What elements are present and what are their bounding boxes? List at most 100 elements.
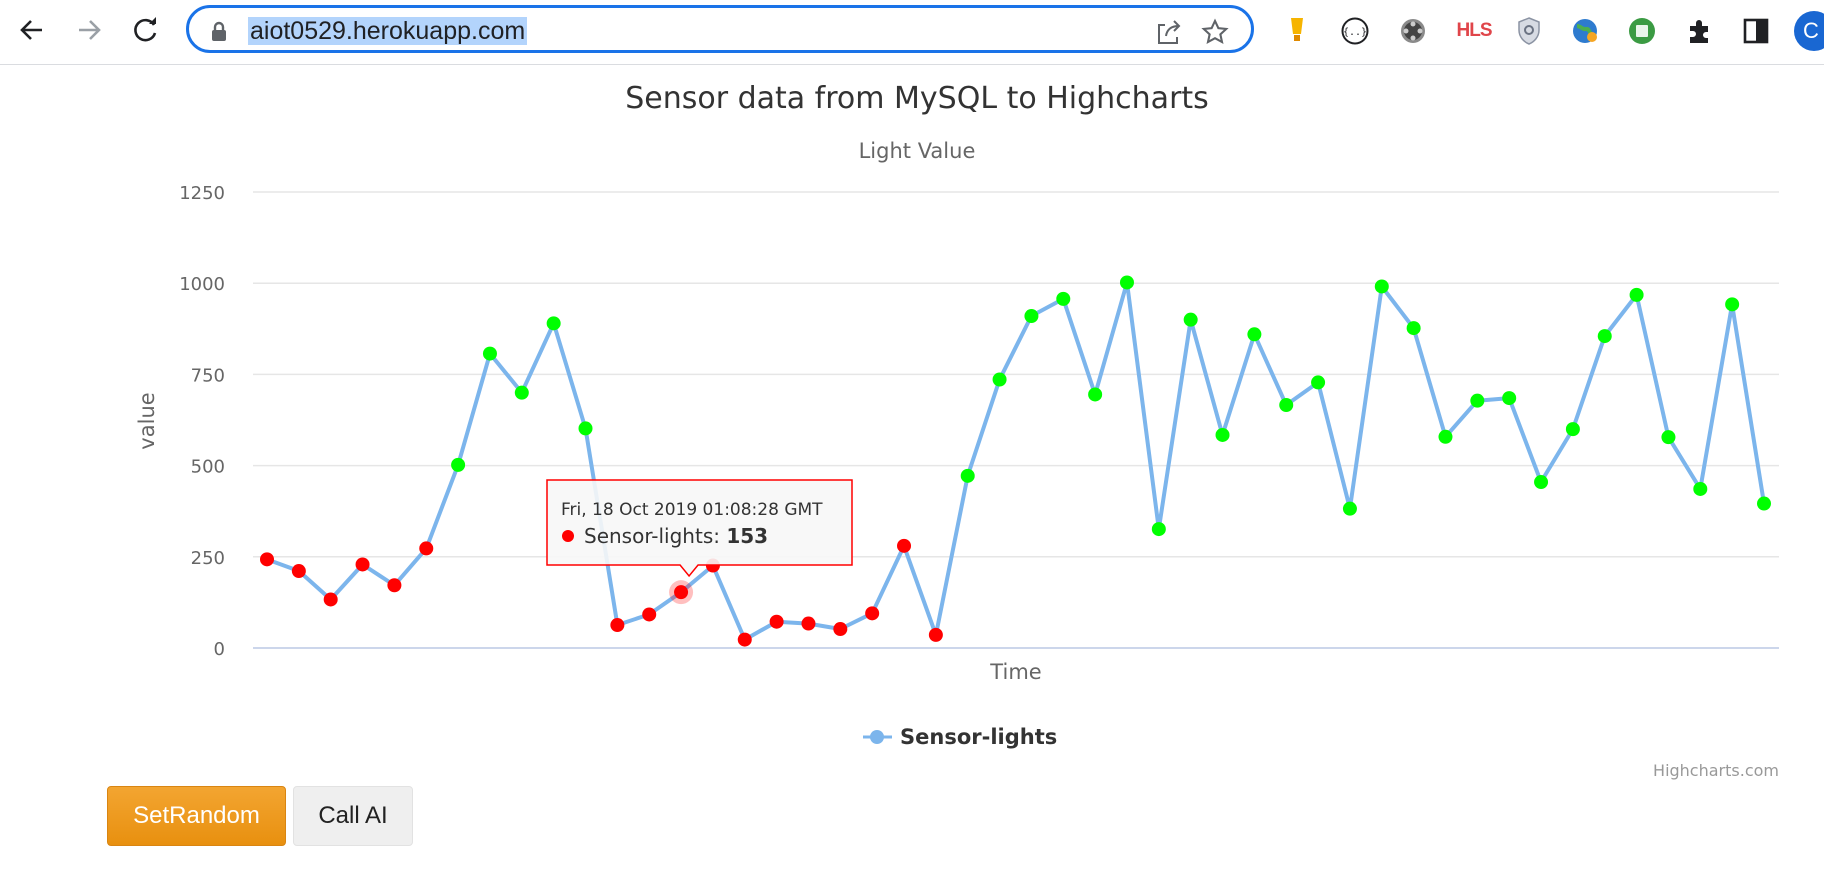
data-point (610, 618, 625, 633)
data-point (642, 607, 657, 622)
tooltip-box (546, 479, 853, 578)
film-extension-icon[interactable] (1396, 14, 1430, 48)
share-icon[interactable] (1152, 16, 1184, 48)
data-point (1629, 287, 1644, 302)
data-point (992, 372, 1007, 387)
forward-button[interactable] (69, 10, 109, 50)
data-point (419, 541, 434, 556)
data-point (1119, 275, 1134, 290)
series-group (260, 275, 1771, 647)
y-tick-label: 0 (214, 639, 225, 660)
credits-link[interactable]: Highcharts.com (1653, 761, 1779, 780)
y-axis-title: value (135, 392, 159, 449)
data-point (578, 421, 593, 436)
tooltip-date: Fri, 18 Oct 2019 01:08:28 GMT (561, 500, 823, 520)
highcharts-container: Sensor data from MySQL to Highcharts Lig… (0, 64, 1824, 784)
y-tick-label: 750 (191, 365, 225, 386)
profile-initial: C (1803, 18, 1819, 43)
green-extension-icon[interactable] (1625, 14, 1659, 48)
data-point (451, 457, 466, 472)
data-point (514, 385, 529, 400)
data-point (1693, 481, 1708, 496)
data-point (1661, 430, 1676, 445)
x-axis-title: Time (989, 660, 1041, 684)
address-bar[interactable]: aiot0529.herokuapp.com (186, 5, 1254, 53)
data-point (833, 622, 848, 637)
line-chart: Sensor data from MySQL to Highcharts Lig… (135, 81, 1779, 780)
y-tick-label: 500 (191, 457, 225, 478)
tooltip-series: Sensor-lights: 153 (584, 524, 768, 548)
data-point (1183, 312, 1198, 327)
y-axis-ticks: 0 250 500 750 1000 1250 (179, 183, 225, 660)
data-point (1151, 522, 1166, 537)
grid-lines (253, 191, 1779, 649)
data-point (1406, 321, 1421, 336)
data-point (1757, 496, 1771, 511)
data-point (960, 468, 975, 483)
tooltip-value: 153 (726, 524, 768, 548)
bookmark-star-icon[interactable] (1199, 16, 1231, 48)
data-point (260, 552, 274, 567)
json-extension-icon[interactable]: {..} (1338, 14, 1372, 48)
data-point (1565, 422, 1580, 437)
bulb-extension-icon[interactable] (1280, 14, 1314, 48)
svg-text:{..}: {..} (1343, 27, 1367, 38)
data-point (769, 614, 784, 629)
data-point (1279, 398, 1294, 413)
data-point (1215, 427, 1230, 442)
call-ai-button[interactable]: Call AI (293, 786, 413, 846)
chart-subtitle: Light Value (859, 139, 976, 163)
data-point (674, 585, 689, 600)
data-point (323, 592, 338, 607)
back-button[interactable] (12, 10, 52, 50)
data-point (387, 578, 402, 593)
data-point (1725, 297, 1740, 312)
data-point (1311, 375, 1326, 390)
data-point (546, 316, 561, 331)
data-point (1597, 329, 1612, 344)
chart-title: Sensor data from MySQL to Highcharts (625, 81, 1209, 116)
tooltip-marker (562, 530, 574, 542)
data-point (355, 557, 370, 572)
arrow-left-icon (20, 20, 42, 40)
data-point (291, 564, 306, 579)
shield-extension-icon[interactable] (1512, 14, 1546, 48)
data-point (928, 627, 943, 642)
profile-avatar[interactable]: C (1794, 11, 1824, 51)
tooltip-series-name: Sensor-lights: (584, 524, 726, 548)
data-point (737, 632, 752, 647)
y-tick-label: 1000 (179, 274, 225, 295)
data-point (1438, 429, 1453, 444)
puzzle-icon[interactable] (1683, 14, 1717, 48)
data-point (1342, 501, 1357, 516)
y-tick-label: 1250 (179, 183, 225, 204)
tooltip: Fri, 18 Oct 2019 01:08:28 GMT Sensor-ligh… (546, 479, 853, 578)
series-line (265, 280, 1766, 642)
legend-item-label[interactable]: Sensor-lights (900, 725, 1057, 749)
globe-extension-icon[interactable] (1568, 14, 1602, 48)
data-point (1024, 309, 1039, 324)
data-point (801, 616, 816, 631)
data-point (1534, 475, 1549, 490)
sidepanel-icon[interactable] (1739, 14, 1773, 48)
legend[interactable]: Sensor-lights (863, 725, 1057, 749)
data-point (1088, 387, 1103, 402)
url-text[interactable]: aiot0529.herokuapp.com (248, 17, 528, 45)
lock-icon[interactable] (203, 16, 235, 48)
y-tick-label: 250 (191, 548, 225, 569)
hls-extension-icon[interactable]: HLS (1452, 14, 1496, 48)
data-point (1374, 279, 1389, 294)
data-point (1056, 291, 1071, 306)
arrow-right-icon (79, 20, 101, 40)
browser-toolbar: aiot0529.herokuapp.com {..} HLS C (0, 0, 1824, 65)
data-point (897, 538, 912, 553)
hls-label: HLS (1456, 20, 1493, 41)
legend-marker (870, 730, 884, 744)
reload-icon (134, 17, 157, 42)
data-point (1470, 393, 1485, 408)
set-random-button[interactable]: SetRandom (107, 786, 286, 846)
reload-button[interactable] (126, 10, 166, 50)
data-point (1502, 391, 1517, 406)
data-point (865, 606, 880, 621)
data-point (1247, 327, 1262, 342)
